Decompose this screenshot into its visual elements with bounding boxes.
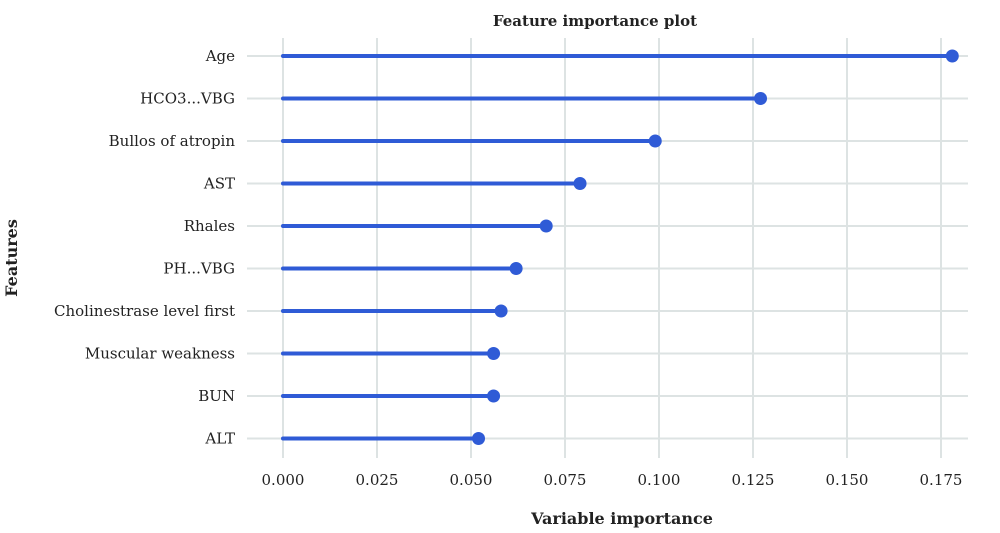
lollipop-dot: [539, 219, 553, 233]
x-tick-label: 0.125: [732, 471, 775, 489]
lollipop-marks: [281, 49, 959, 445]
lollipop-dot: [487, 389, 501, 403]
x-axis-title: Variable importance: [530, 509, 713, 528]
horizontal-gridlines: [247, 55, 968, 440]
lollipop-dot: [945, 49, 959, 63]
x-tick-label: 0.100: [638, 471, 681, 489]
lollipop-dot: [648, 134, 662, 148]
y-tick-label: Cholinestrase level first: [54, 302, 235, 320]
lollipop-dot: [487, 347, 501, 360]
lollipop-dot: [472, 432, 486, 445]
y-tick-label: ALT: [204, 430, 235, 448]
y-tick-label: HCO3...VBG: [140, 90, 235, 108]
vertical-gridlines: [282, 38, 942, 458]
y-tick-label: Rhales: [184, 217, 235, 235]
lollipop-dot: [573, 177, 587, 190]
y-tick-labels: Age HCO3...VBG Bullos of atropin AST Rhales P…: [54, 47, 235, 448]
chart-title: Feature importance plot: [493, 12, 697, 30]
x-tick-label: 0.000: [262, 471, 305, 489]
y-tick-label: Bullos of atropin: [109, 132, 236, 150]
x-tick-label: 0.150: [826, 471, 869, 489]
y-tick-label: BUN: [198, 387, 235, 405]
lollipop-dot: [494, 304, 508, 318]
x-tick-labels: 0.000 0.025 0.050 0.075 0.100 0.125 0.150 0.175: [262, 471, 963, 489]
x-tick-label: 0.050: [450, 471, 493, 489]
y-tick-label: AST: [203, 175, 235, 193]
x-tick-label: 0.075: [544, 471, 587, 489]
y-axis-title: Features: [2, 219, 21, 297]
y-tick-label: Age: [205, 47, 235, 65]
lollipop-dot: [754, 92, 768, 105]
lollipop-dot: [509, 262, 523, 275]
x-tick-label: 0.025: [356, 471, 399, 489]
y-tick-label: Muscular weakness: [85, 345, 235, 363]
x-tick-label: 0.175: [920, 471, 963, 489]
y-tick-label: PH...VBG: [163, 260, 235, 278]
